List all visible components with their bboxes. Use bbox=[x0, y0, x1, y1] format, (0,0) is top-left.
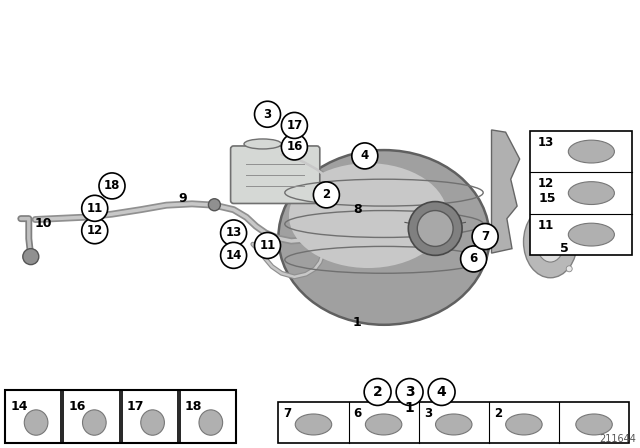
Text: 11: 11 bbox=[259, 239, 276, 252]
Text: 18: 18 bbox=[104, 179, 120, 193]
Text: 12: 12 bbox=[538, 177, 554, 190]
Ellipse shape bbox=[24, 410, 48, 435]
Circle shape bbox=[82, 195, 108, 221]
Text: 12: 12 bbox=[86, 224, 103, 237]
Text: 17: 17 bbox=[286, 119, 303, 132]
Ellipse shape bbox=[365, 414, 402, 435]
Ellipse shape bbox=[536, 222, 564, 262]
Text: 1: 1 bbox=[353, 316, 362, 329]
Text: 16: 16 bbox=[286, 140, 303, 154]
Ellipse shape bbox=[289, 163, 447, 268]
Text: 2: 2 bbox=[372, 385, 383, 399]
Circle shape bbox=[417, 211, 453, 246]
Ellipse shape bbox=[568, 140, 614, 163]
Ellipse shape bbox=[568, 182, 614, 204]
Text: 4: 4 bbox=[361, 149, 369, 163]
Text: 7: 7 bbox=[481, 230, 489, 243]
Text: 2: 2 bbox=[494, 407, 502, 420]
Circle shape bbox=[396, 379, 423, 405]
Text: 3: 3 bbox=[404, 385, 415, 399]
Text: 8: 8 bbox=[353, 203, 362, 216]
Text: 9: 9 bbox=[178, 191, 187, 205]
Circle shape bbox=[255, 233, 280, 258]
Ellipse shape bbox=[295, 414, 332, 435]
Bar bbox=[122, 390, 178, 443]
Circle shape bbox=[428, 379, 455, 405]
Circle shape bbox=[221, 220, 246, 246]
Text: 6: 6 bbox=[353, 407, 362, 420]
Text: 14: 14 bbox=[10, 400, 28, 413]
Circle shape bbox=[364, 379, 391, 405]
Circle shape bbox=[255, 101, 280, 127]
Ellipse shape bbox=[278, 150, 490, 325]
Text: 5: 5 bbox=[560, 242, 569, 255]
Text: 7: 7 bbox=[284, 407, 292, 420]
Text: 4: 4 bbox=[436, 385, 447, 399]
Text: 17: 17 bbox=[127, 400, 144, 413]
Ellipse shape bbox=[244, 139, 282, 149]
Bar bbox=[5, 390, 61, 443]
Bar bbox=[278, 402, 629, 443]
Text: 2: 2 bbox=[323, 188, 330, 202]
Circle shape bbox=[461, 246, 486, 272]
Circle shape bbox=[82, 218, 108, 244]
Circle shape bbox=[23, 249, 39, 265]
Circle shape bbox=[566, 212, 572, 218]
Bar bbox=[63, 390, 120, 443]
Circle shape bbox=[282, 134, 307, 160]
FancyBboxPatch shape bbox=[230, 146, 320, 203]
Text: 11: 11 bbox=[86, 202, 103, 215]
Circle shape bbox=[352, 143, 378, 169]
Ellipse shape bbox=[568, 223, 614, 246]
Text: 16: 16 bbox=[68, 400, 86, 413]
Circle shape bbox=[209, 199, 220, 211]
Bar bbox=[180, 390, 236, 443]
Circle shape bbox=[566, 239, 572, 245]
Circle shape bbox=[314, 182, 339, 208]
Text: 211644: 211644 bbox=[599, 434, 636, 444]
Text: 18: 18 bbox=[185, 400, 202, 413]
Circle shape bbox=[408, 202, 462, 255]
Text: 6: 6 bbox=[470, 252, 477, 266]
Text: 13: 13 bbox=[538, 136, 554, 149]
Ellipse shape bbox=[83, 410, 106, 435]
Ellipse shape bbox=[524, 206, 577, 278]
Text: 3: 3 bbox=[424, 407, 432, 420]
Bar bbox=[5, 390, 236, 443]
Circle shape bbox=[472, 224, 498, 250]
Text: 1: 1 bbox=[404, 401, 415, 415]
Polygon shape bbox=[492, 130, 520, 253]
Bar bbox=[530, 131, 632, 255]
Ellipse shape bbox=[436, 414, 472, 435]
Circle shape bbox=[99, 173, 125, 199]
Text: 14: 14 bbox=[225, 249, 242, 262]
Text: 10: 10 bbox=[35, 216, 52, 230]
Circle shape bbox=[282, 112, 307, 138]
Text: 3: 3 bbox=[264, 108, 271, 121]
Ellipse shape bbox=[506, 414, 542, 435]
Ellipse shape bbox=[141, 410, 164, 435]
Circle shape bbox=[221, 242, 246, 268]
Circle shape bbox=[566, 266, 572, 272]
Ellipse shape bbox=[576, 414, 612, 435]
Ellipse shape bbox=[199, 410, 223, 435]
Text: 11: 11 bbox=[538, 219, 554, 232]
Text: 15: 15 bbox=[538, 191, 556, 205]
Text: 13: 13 bbox=[225, 226, 242, 240]
